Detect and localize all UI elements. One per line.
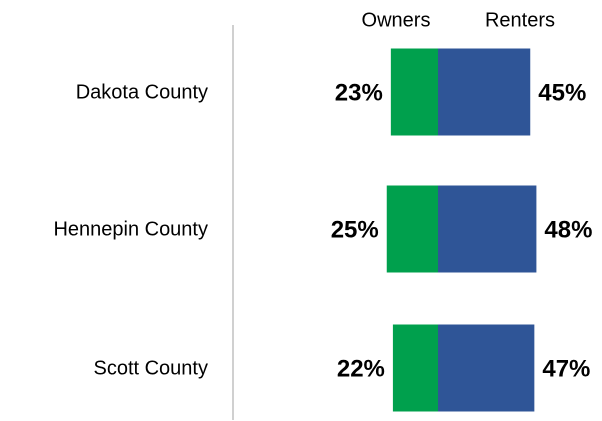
bar: [438, 185, 537, 273]
bar: [438, 48, 531, 136]
value-label: 47%: [542, 355, 590, 382]
value-label: 25%: [331, 216, 379, 243]
bar: [386, 185, 438, 273]
category-label: Scott County: [93, 357, 208, 379]
bar: [438, 324, 535, 412]
value-label: 23%: [335, 79, 383, 106]
category-label: Dakota County: [76, 81, 208, 103]
category-label: Hennepin County: [53, 218, 208, 240]
bar: [390, 48, 438, 136]
value-label: 22%: [337, 355, 385, 382]
legend-label: Owners: [362, 9, 431, 31]
value-label: 48%: [544, 216, 592, 243]
bar: [392, 324, 438, 412]
value-label: 45%: [538, 79, 586, 106]
legend-label: Renters: [485, 9, 555, 31]
